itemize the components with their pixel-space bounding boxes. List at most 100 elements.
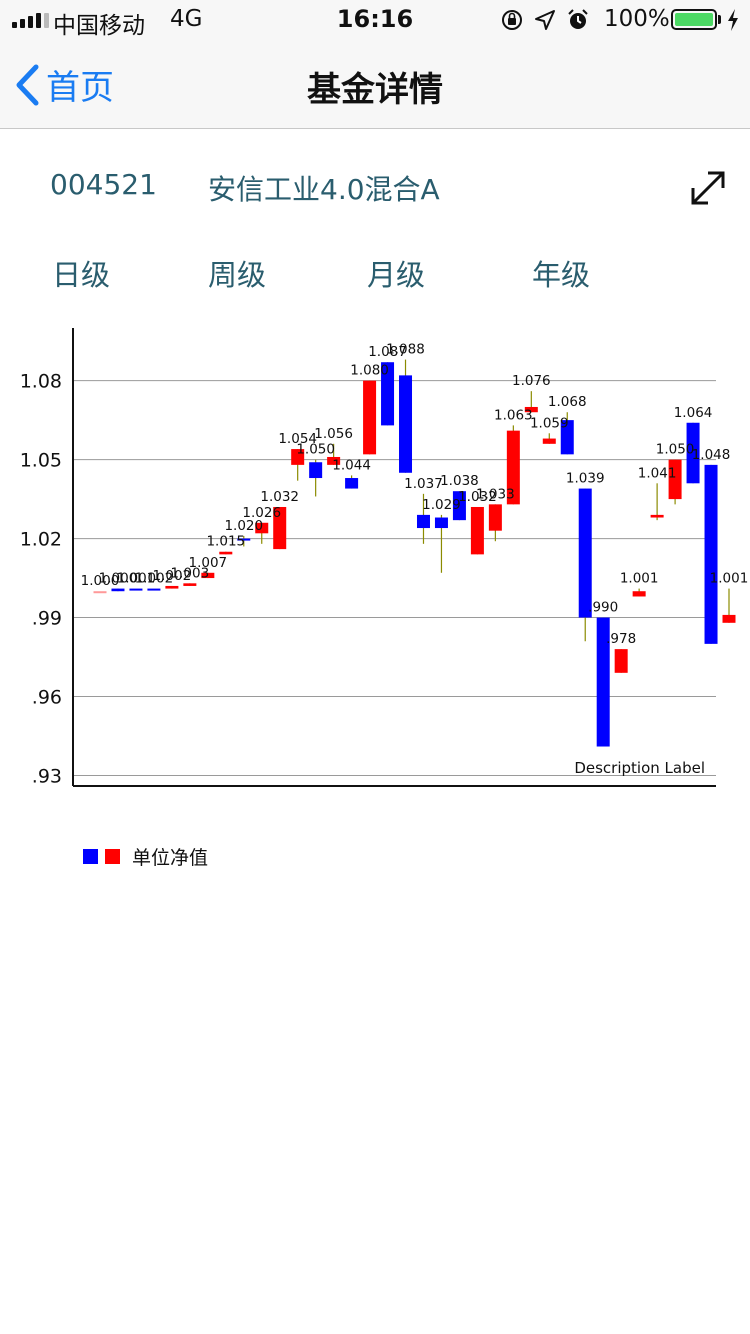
- candle-value-label: 1.002: [135, 571, 174, 587]
- candle-body: [416, 514, 430, 529]
- candle-body: [399, 375, 413, 473]
- candle-value-label: 1.076: [512, 373, 551, 389]
- y-tick-label: 1.02: [20, 529, 62, 551]
- candle-value-label: 1.064: [674, 405, 713, 421]
- tab-daily[interactable]: 日级: [52, 258, 111, 292]
- battery-level: [675, 13, 713, 26]
- candle-value-label: 1.050: [296, 442, 335, 458]
- tab-yearly[interactable]: 年级: [532, 258, 591, 292]
- candle-value-label: 1.054: [278, 431, 317, 447]
- candle-body: [327, 456, 341, 465]
- candle-body: [255, 522, 269, 534]
- legend-label: 单位净值: [132, 847, 209, 869]
- candle-body: [434, 517, 448, 529]
- location-icon: [535, 10, 555, 30]
- candle-value-label: 1.039: [566, 471, 605, 487]
- candle-body: [363, 380, 377, 455]
- candle-value-label: 1.015: [206, 534, 245, 550]
- carrier-name: 中国移动: [53, 13, 145, 39]
- battery-cap: [718, 15, 721, 24]
- candle-value-label: 1.038: [440, 473, 479, 489]
- legend-swatch-rise: [105, 849, 120, 864]
- expand-icon[interactable]: [688, 168, 728, 208]
- battery-icon: [671, 9, 717, 30]
- tab-weekly[interactable]: 周级: [208, 258, 267, 292]
- candle-value-label: 1.026: [242, 505, 281, 521]
- candle-value-label: 1.020: [224, 518, 263, 534]
- battery-percent: 100%: [604, 6, 670, 32]
- fund-name: 安信工业4.0混合A: [208, 173, 440, 206]
- chart-legend: 单位净值: [83, 843, 208, 870]
- status-time: 16:16: [336, 5, 414, 33]
- candle-value-label: 1.002: [153, 568, 192, 584]
- network-type: 4G: [170, 6, 203, 32]
- candle-value-label: 1.041: [638, 465, 677, 481]
- candle-value-label: 1.032: [260, 489, 299, 505]
- candle-body: [524, 406, 538, 413]
- y-tick-label: .96: [32, 687, 62, 709]
- charging-icon: [728, 9, 738, 31]
- candle-value-label: 1.003: [171, 565, 210, 581]
- candle-body: [345, 478, 359, 489]
- back-label: 首页: [46, 68, 114, 108]
- candle-value-label: .990: [588, 600, 618, 616]
- candle-body: [488, 504, 502, 531]
- nav-bar: 首页 基金详情: [0, 40, 750, 129]
- candle-value-label: 1.050: [656, 442, 695, 458]
- candle-value-label: 1.056: [314, 426, 353, 442]
- chart-description: Description Label: [574, 759, 705, 777]
- candle-body: [506, 430, 520, 505]
- candle-body: [111, 588, 125, 592]
- candle-value-label: 1.029: [422, 497, 461, 513]
- candle-value-label: 1.001: [710, 571, 749, 587]
- y-tick-label: .99: [32, 608, 62, 630]
- candle-value-label: 1.080: [350, 363, 389, 379]
- orientation-lock-icon: [502, 10, 522, 30]
- y-axis-ticks: 1.08 1.05 1.02 .99 .96 .93: [20, 371, 62, 788]
- candle-value-label: 1.000: [81, 573, 120, 589]
- page-title: 基金详情: [307, 70, 443, 110]
- candle-body: [470, 506, 484, 555]
- candle-body: [93, 591, 107, 594]
- candle-wicks: [117, 359, 730, 747]
- candle-value-label: 1.063: [494, 407, 533, 423]
- candle-body: [183, 583, 197, 586]
- candle-body: [596, 617, 610, 747]
- candle-value-label: 1.000: [99, 571, 138, 587]
- y-tick-label: 1.05: [20, 450, 62, 472]
- candle-value-label: 1.033: [476, 486, 515, 502]
- candle-body: [614, 649, 628, 673]
- candle-value-label: 1.037: [404, 476, 443, 492]
- legend-swatch-fall: [83, 849, 98, 864]
- y-tick-label: 1.08: [20, 371, 62, 393]
- chevron-left-icon: [16, 64, 39, 105]
- candle-bodies: [93, 362, 736, 747]
- candle-value-label: 1.059: [530, 415, 569, 431]
- fund-code: 004521: [50, 168, 157, 201]
- candle-body: [291, 449, 305, 465]
- candle-value-label: 1.001: [620, 571, 659, 587]
- candle-body: [129, 588, 143, 591]
- candle-body: [542, 438, 556, 444]
- candlestick-chart: 1.081.051.02.99.96.93 1.0001.0001.0011.0…: [20, 328, 749, 788]
- candle-body: [560, 420, 574, 455]
- candle-value-label: .978: [606, 631, 636, 647]
- candle-body: [273, 506, 287, 550]
- y-tick-label: .93: [32, 765, 62, 787]
- candle-body: [147, 588, 161, 591]
- back-button[interactable]: 首页: [14, 60, 114, 109]
- tab-monthly[interactable]: 月级: [367, 258, 426, 292]
- candle-body: [578, 488, 592, 618]
- candle-value-label: 1.048: [692, 447, 731, 463]
- candle-body: [381, 362, 395, 426]
- candle-body: [668, 459, 682, 500]
- candle-body: [452, 491, 466, 521]
- candle-body: [632, 591, 646, 597]
- candle-body: [686, 422, 700, 484]
- candle-value-label: 1.001: [117, 571, 156, 587]
- candle-value-label: 1.032: [458, 489, 497, 505]
- candle-value-label: 1.088: [386, 342, 425, 358]
- candle-value-label: 1.044: [332, 457, 371, 473]
- candle-value-label: 1.068: [548, 394, 587, 410]
- candle-value-label: 1.007: [189, 555, 228, 571]
